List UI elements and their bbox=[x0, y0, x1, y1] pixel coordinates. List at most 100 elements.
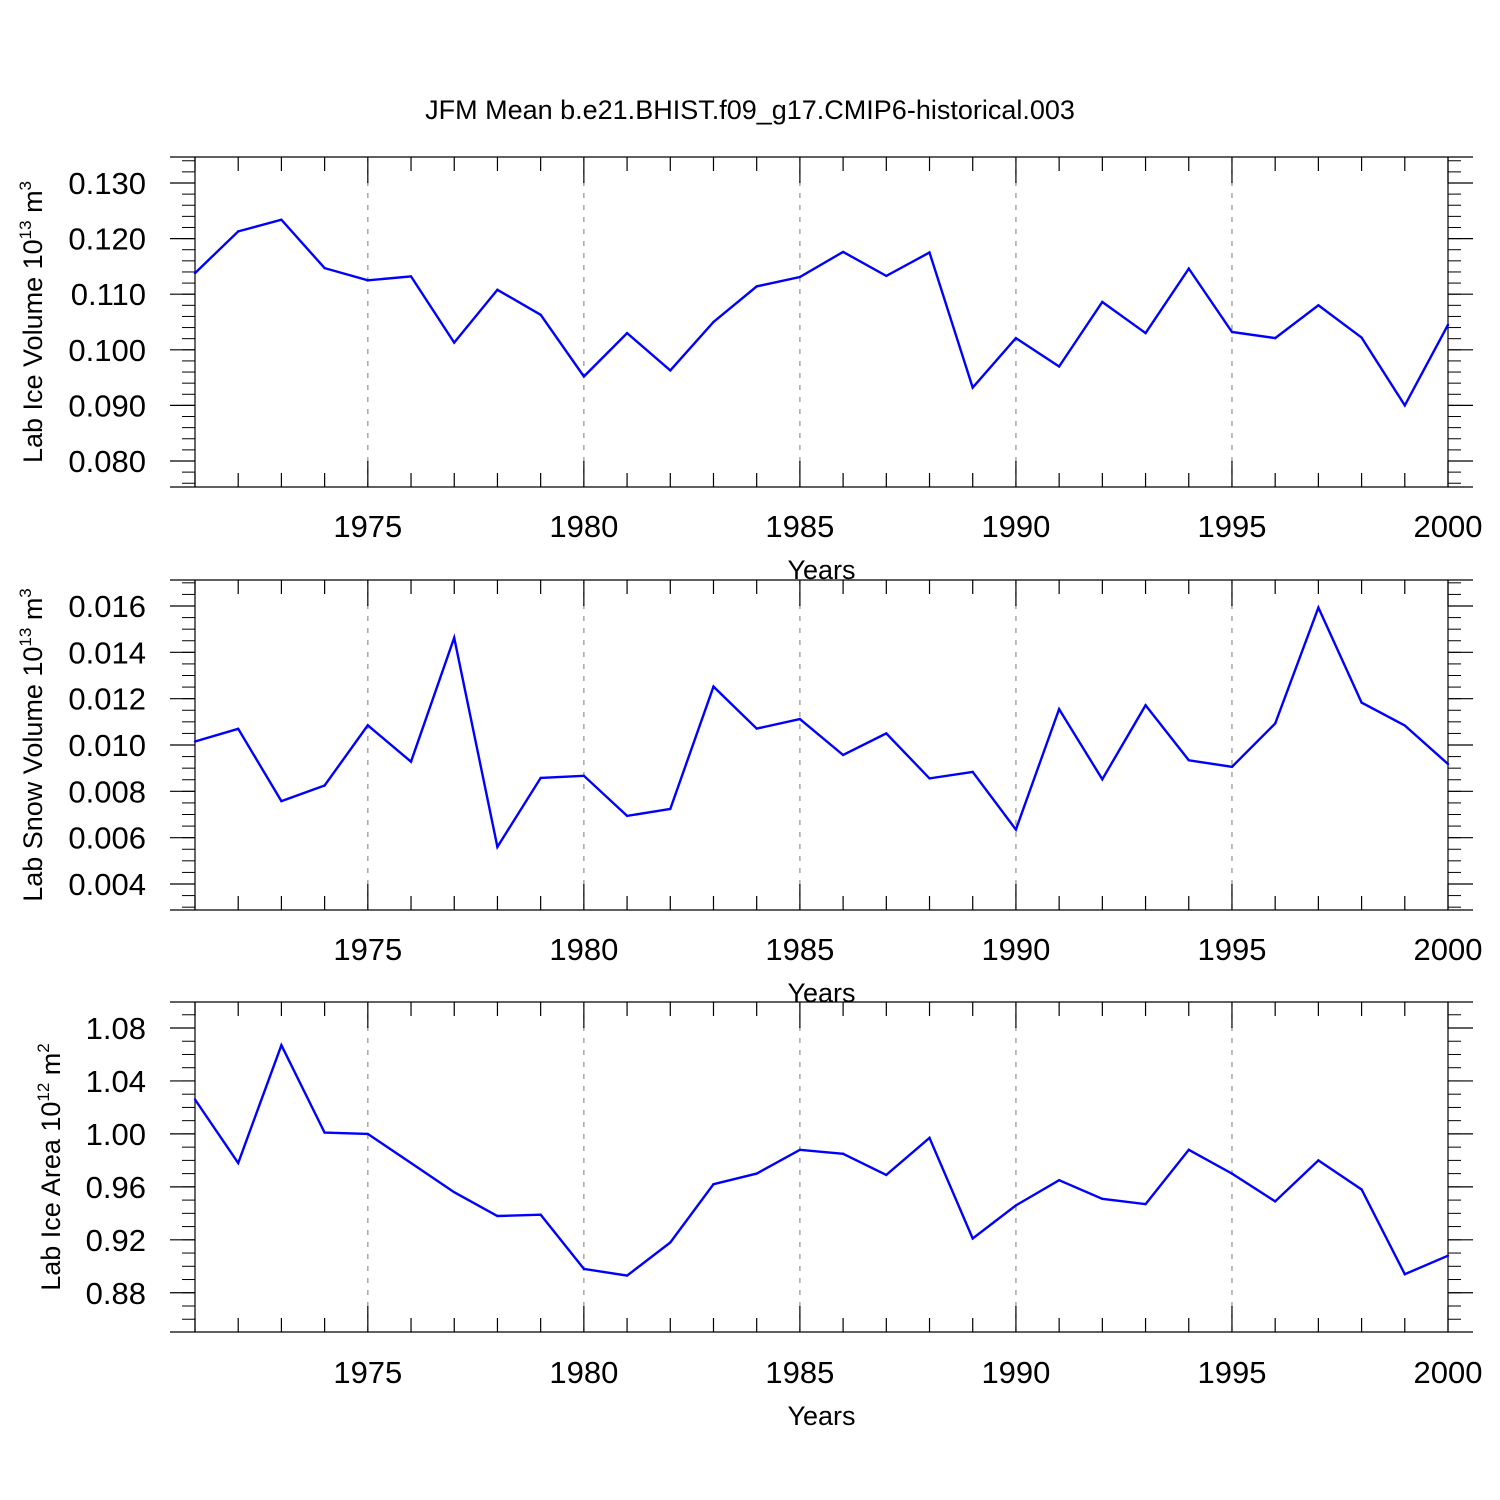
y-tick-label: 0.96 bbox=[86, 1170, 146, 1205]
data-point bbox=[625, 331, 629, 335]
data-point bbox=[928, 777, 931, 780]
y-tick-label: 1.04 bbox=[86, 1064, 146, 1099]
data-point bbox=[366, 1132, 370, 1136]
y-axis-label-exponent: 12 bbox=[34, 1083, 53, 1102]
data-point bbox=[1317, 304, 1320, 307]
data-point bbox=[712, 1183, 715, 1186]
data-point bbox=[841, 1152, 845, 1155]
data-point bbox=[496, 845, 499, 849]
y-tick-label: 0.090 bbox=[68, 388, 146, 423]
y-axis-label-unit: m bbox=[36, 1053, 66, 1083]
data-point bbox=[669, 369, 672, 372]
y-tick-label: 0.100 bbox=[68, 333, 146, 368]
data-point bbox=[323, 266, 326, 270]
y-tick-label: 0.010 bbox=[68, 728, 146, 763]
data-point bbox=[237, 1161, 240, 1165]
chart-panels: 1975 1980 1985 1990 1995 2000 Years 0.080 0.090 0… bbox=[16, 156, 1483, 1431]
y-axis-label-unit: m bbox=[18, 598, 48, 628]
data-point bbox=[1403, 404, 1406, 407]
data-point bbox=[669, 807, 672, 811]
data-point bbox=[625, 814, 629, 818]
data-point bbox=[1360, 336, 1363, 339]
data-point bbox=[409, 1161, 413, 1165]
data-point bbox=[1230, 1172, 1234, 1175]
data-point bbox=[582, 1267, 586, 1271]
data-point bbox=[1317, 1159, 1320, 1162]
data-point bbox=[841, 250, 845, 254]
data-point bbox=[798, 1148, 802, 1151]
y-axis-label-exponent: 13 bbox=[16, 220, 35, 239]
data-point bbox=[1403, 724, 1406, 727]
data-point bbox=[1187, 267, 1190, 270]
y-tick-label: 1.08 bbox=[86, 1011, 146, 1046]
data-point bbox=[237, 727, 240, 730]
data-point bbox=[323, 1131, 326, 1134]
y-axis-label: Lab Ice Area 1012 m2 bbox=[34, 1043, 66, 1291]
data-point bbox=[1403, 1273, 1406, 1276]
data-point bbox=[1273, 722, 1277, 725]
y-axis-label-unit: m bbox=[18, 190, 48, 220]
y-tick-label: 0.016 bbox=[68, 589, 146, 624]
y-tick-label: 0.92 bbox=[86, 1223, 146, 1258]
data-point bbox=[1144, 703, 1147, 707]
data-point bbox=[755, 285, 758, 288]
data-point bbox=[928, 1136, 931, 1140]
data-point bbox=[453, 636, 456, 639]
x-tick-label: 1985 bbox=[765, 1355, 834, 1390]
y-axis-label: Lab Snow Volume 1013 m3 bbox=[16, 588, 48, 902]
data-point bbox=[496, 1214, 499, 1218]
panel-ice-volume: 1975 1980 1985 1990 1995 2000Years0.0800.0900… bbox=[16, 156, 1482, 585]
series-line-ice-volume bbox=[194, 218, 1450, 408]
data-point bbox=[755, 727, 758, 730]
panel-snow-volume: 1975 1980 1985 1990 1995 2000 Years 0.004 0.006 0… bbox=[16, 579, 1483, 1008]
y-tick-label: 0.080 bbox=[68, 444, 146, 479]
data-point bbox=[1101, 778, 1104, 781]
y-axis-label-unit-exponent: 3 bbox=[16, 181, 35, 190]
data-point bbox=[1057, 1179, 1061, 1182]
data-point bbox=[409, 275, 413, 278]
x-tick-label: 1985 bbox=[765, 932, 834, 967]
data-point bbox=[193, 1098, 197, 1101]
data-point bbox=[625, 1274, 629, 1277]
x-tick-label: 1995 bbox=[1197, 932, 1266, 967]
x-tick-label: 1995 bbox=[1197, 1355, 1266, 1390]
x-tick-label: 1975 bbox=[333, 1355, 402, 1390]
data-point bbox=[1273, 336, 1277, 340]
data-point bbox=[1014, 1204, 1018, 1207]
x-tick-label: 2000 bbox=[1414, 1355, 1483, 1390]
y-axis-label-unit-exponent: 3 bbox=[16, 588, 35, 597]
data-point bbox=[971, 1237, 974, 1240]
x-tick-label: 1990 bbox=[981, 932, 1050, 967]
data-point bbox=[1187, 1148, 1190, 1151]
x-tick-label: 1995 bbox=[1197, 509, 1266, 544]
data-point bbox=[280, 799, 283, 803]
y-axis-label: Lab Ice Volume 1013 m3 bbox=[16, 181, 48, 463]
data-point bbox=[1014, 828, 1018, 831]
x-axis-label: Years bbox=[787, 1401, 855, 1431]
data-point bbox=[237, 230, 240, 233]
data-point bbox=[1230, 330, 1234, 334]
data-point bbox=[798, 717, 802, 721]
data-point bbox=[366, 279, 370, 282]
data-point bbox=[1360, 701, 1363, 704]
y-tick-label: 0.88 bbox=[86, 1276, 146, 1311]
data-point bbox=[582, 774, 586, 778]
y-tick-label: 0.006 bbox=[68, 821, 146, 856]
y-axis-label-text: Lab Ice Area 10 bbox=[36, 1102, 66, 1291]
data-point bbox=[366, 724, 370, 727]
data-point bbox=[1187, 759, 1190, 762]
data-point bbox=[280, 1044, 283, 1047]
x-tick-label: 1975 bbox=[333, 932, 402, 967]
data-point bbox=[712, 320, 715, 324]
y-axis-label-text: Lab Ice Volume 10 bbox=[18, 239, 48, 463]
data-point bbox=[496, 288, 499, 291]
x-axis-label: Years bbox=[787, 978, 855, 1008]
data-point bbox=[1101, 1197, 1104, 1200]
x-tick-label: 2000 bbox=[1414, 932, 1483, 967]
y-axis-label-exponent: 13 bbox=[16, 628, 35, 647]
data-point bbox=[1360, 1188, 1363, 1191]
data-point bbox=[1144, 331, 1147, 335]
y-tick-label: 0.012 bbox=[68, 682, 146, 717]
data-point bbox=[971, 770, 974, 774]
